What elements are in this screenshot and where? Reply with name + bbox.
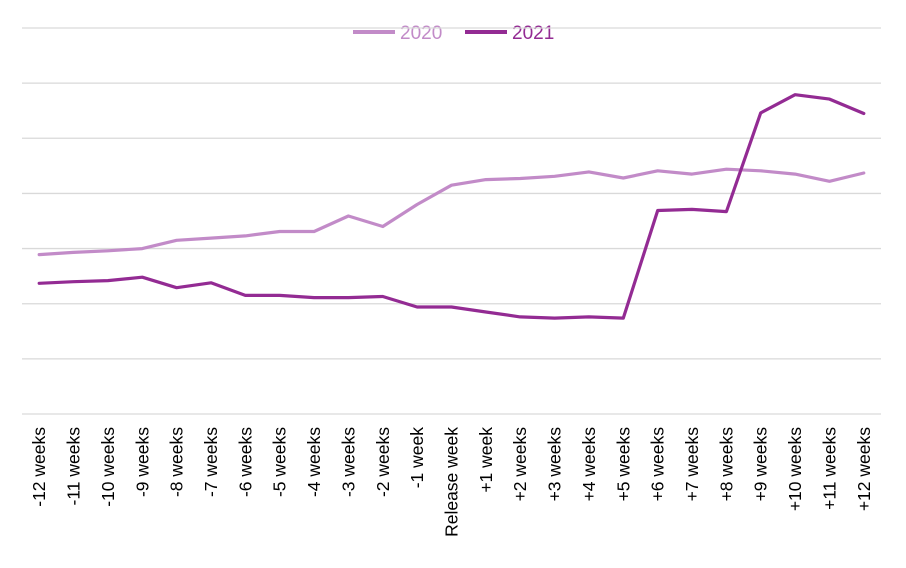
x-tick-label: +7 weeks <box>682 427 702 502</box>
x-tick-label: -5 weeks <box>270 427 290 497</box>
x-tick-label: -6 weeks <box>235 427 255 497</box>
x-tick-label: +12 weeks <box>854 427 874 511</box>
x-tick-label: +1 week <box>476 427 496 493</box>
x-tick-label: -12 weeks <box>29 427 49 507</box>
x-tick-label: +6 weeks <box>648 427 668 502</box>
x-tick-label: -3 weeks <box>338 427 358 497</box>
chart-legend: 2020 2021 <box>353 23 554 44</box>
legend-label-2021: 2021 <box>512 23 554 44</box>
x-tick-label: -4 weeks <box>304 427 324 497</box>
x-axis-tick-labels: -12 weeks -11 weeks -10 weeks -9 weeks -8 we… <box>29 427 874 537</box>
series-line-2020 <box>37 167 866 257</box>
x-tick-label: +2 weeks <box>510 427 530 502</box>
x-tick-label: -1 week <box>407 427 427 489</box>
x-tick-label: -2 weeks <box>373 427 393 497</box>
x-tick-label: +11 weeks <box>819 427 839 510</box>
x-tick-label: -7 weeks <box>201 427 221 497</box>
x-tick-label: -8 weeks <box>167 427 187 497</box>
x-tick-label: -9 weeks <box>132 427 152 497</box>
x-tick-label: +5 weeks <box>613 427 633 502</box>
legend-label-2020: 2020 <box>400 23 442 44</box>
series-line-2021 <box>37 93 866 320</box>
x-tick-label: -11 weeks <box>64 427 84 506</box>
x-tick-label: +4 weeks <box>579 427 599 502</box>
x-tick-label: +10 weeks <box>785 427 805 511</box>
x-tick-label: Release week <box>442 427 462 537</box>
x-tick-label: +3 weeks <box>545 427 565 502</box>
chart-series <box>37 93 866 320</box>
x-tick-label: +9 weeks <box>751 427 771 502</box>
chart-gridlines <box>22 27 881 415</box>
x-tick-label: +8 weeks <box>716 427 736 502</box>
x-tick-label: -10 weeks <box>98 427 118 507</box>
